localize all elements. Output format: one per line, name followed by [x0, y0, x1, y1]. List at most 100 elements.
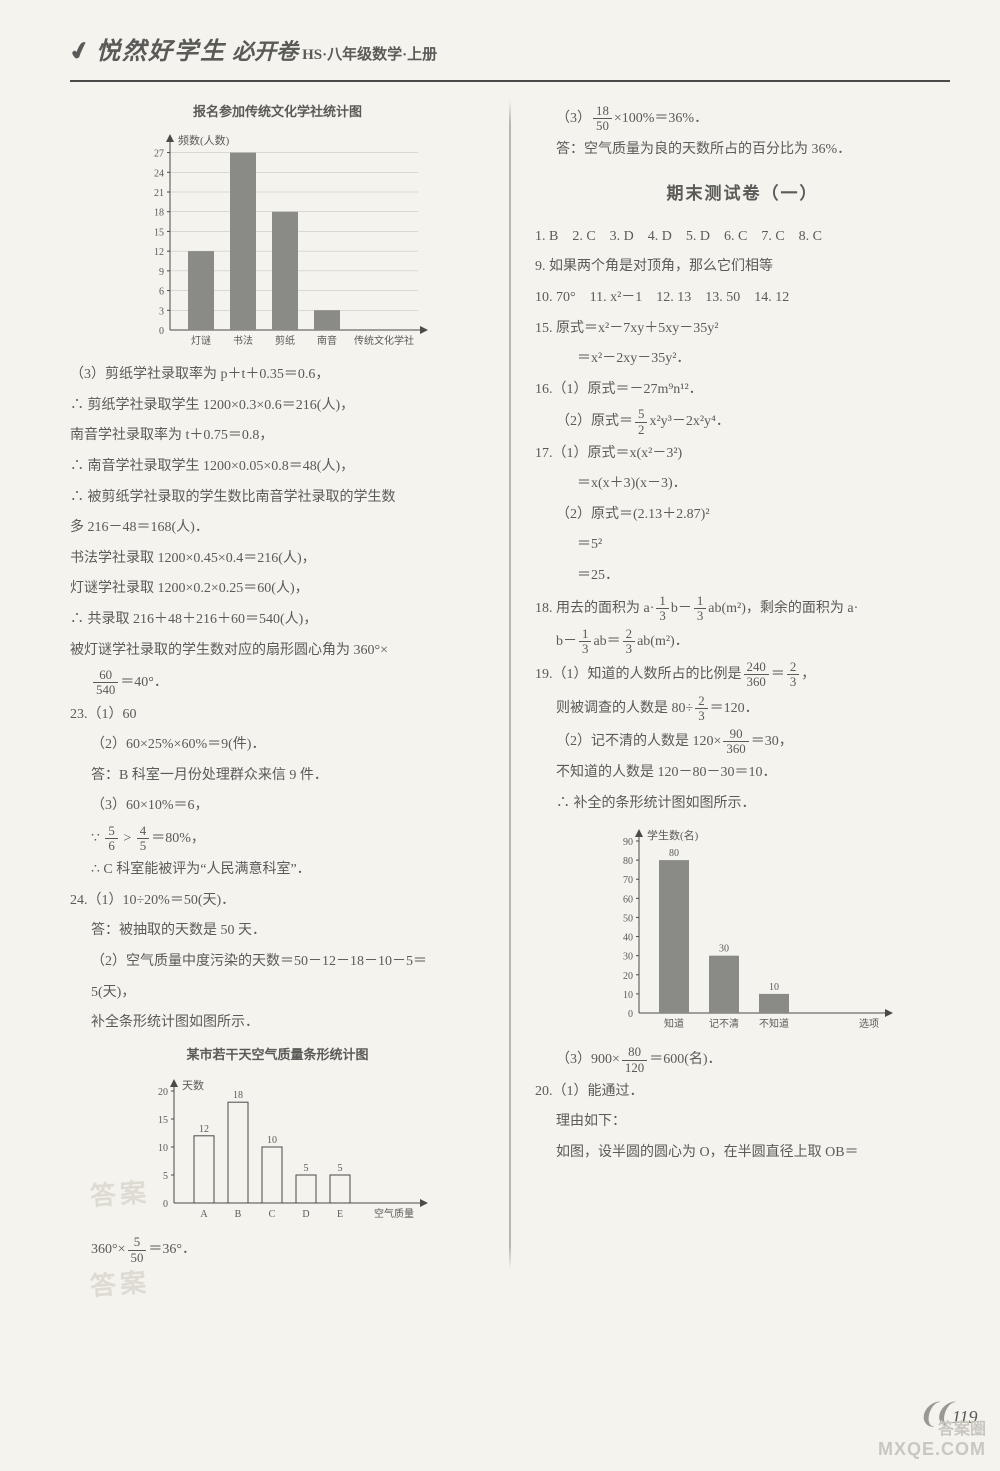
svg-text:12: 12 [154, 247, 164, 258]
svg-text:20: 20 [158, 1087, 168, 1098]
text: 如图，设半圆的圆心为 O，在半圆直径上取 OB＝ [535, 1140, 950, 1167]
text: 灯谜学社录取 1200×0.2×0.25＝60(人)， [70, 576, 485, 603]
svg-text:灯谜: 灯谜 [191, 335, 211, 347]
text: 南音学社录取率为 t＋0.75＝0.8， [70, 423, 485, 450]
text: （2）60×25%×60%＝9(件)． [70, 732, 485, 759]
fraction: 550 [128, 1235, 147, 1264]
svg-text:3: 3 [159, 307, 164, 318]
text: （2）原式＝52x²y³－2x²y⁴． [535, 407, 950, 436]
text: 60540＝40°． [70, 668, 485, 697]
text: ＝5² [535, 532, 950, 559]
fraction: 56 [105, 824, 117, 853]
svg-text:0: 0 [163, 1199, 168, 1210]
fraction: 45 [137, 824, 149, 853]
chart2-svg: 5101520天数012A18B10C5D5E空气质量 [128, 1071, 428, 1231]
text: ∴ 被剪纸学社录取的学生数比南音学社录取的学生数 [70, 485, 485, 512]
text: ＝x²－2xy－35y²． [535, 346, 950, 373]
svg-text:5: 5 [337, 1163, 342, 1174]
svg-text:传统文化学社: 传统文化学社 [354, 334, 414, 347]
svg-text:空气质量: 空气质量 [374, 1207, 414, 1220]
text: 书法学社录取 1200×0.45×0.4＝216(人)， [70, 546, 485, 573]
fraction: 23 [623, 627, 635, 656]
content-columns: 报名参加传统文化学社统计图 369121518212427频数(人数)0灯谜书法… [70, 100, 950, 1269]
text: 答：B 科室一月份处理群众来信 9 件． [70, 763, 485, 790]
svg-text:9: 9 [159, 267, 164, 278]
fraction: 90360 [723, 727, 748, 756]
svg-text:60: 60 [623, 895, 633, 906]
svg-text:30: 30 [623, 952, 633, 963]
svg-text:24: 24 [154, 169, 164, 180]
text: （3）60×10%＝6， [70, 793, 485, 820]
chart2-title: 某市若干天空气质量条形统计图 [70, 1043, 485, 1068]
text: ∴ 共录取 216＋48＋216＋60＝540(人)， [70, 607, 485, 634]
svg-text:选项: 选项 [859, 1017, 879, 1030]
svg-text:70: 70 [623, 876, 633, 887]
text: 18. 用去的面积为 a·13b－13ab(m²)，剩余的面积为 a· [535, 594, 950, 623]
svg-text:27: 27 [154, 149, 164, 160]
text: 16.（1）原式＝－27m⁹n¹²． [535, 377, 950, 404]
brand-icon: ✔ [64, 28, 95, 77]
text: 20.（1）能通过． [535, 1079, 950, 1106]
svg-text:21: 21 [154, 188, 164, 199]
fraction: 13 [656, 594, 668, 623]
answers-line: 1. B 2. C 3. D 4. D 5. D 6. C 7. C 8. C [535, 224, 950, 251]
brand-meta: HS·八年级数学·上册 [302, 41, 437, 70]
svg-text:10: 10 [158, 1143, 168, 1154]
fraction: 52 [635, 407, 647, 436]
text: 理由如下： [535, 1109, 950, 1136]
text: 19.（1）知道的人数所占的比例是240360＝23， [535, 660, 950, 689]
q24: 24.（1）10÷20%＝50(天)． [70, 888, 485, 915]
text: 答：被抽取的天数是 50 天． [70, 918, 485, 945]
text: 10. 70° 11. x²－1 12. 13 13. 50 14. 12 [535, 285, 950, 312]
brand-subtitle: 必开卷 [232, 31, 298, 73]
svg-text:B: B [234, 1209, 241, 1220]
svg-text:10: 10 [623, 990, 633, 1001]
svg-text:5: 5 [163, 1171, 168, 1182]
fraction: 60540 [93, 668, 118, 697]
text: ∴ 补全的条形统计图如图所示． [535, 791, 950, 818]
text: 5(天)， [70, 980, 485, 1007]
q23: 23.（1）60 [70, 702, 485, 729]
svg-text:剪纸: 剪纸 [275, 334, 295, 347]
text: ＝x(x＋3)(x－3)． [535, 471, 950, 498]
text: 多 216－48＝168(人)． [70, 515, 485, 542]
svg-text:知道: 知道 [664, 1017, 684, 1030]
text: （2）记不清的人数是 120×90360＝30， [535, 727, 950, 756]
svg-text:10: 10 [267, 1135, 277, 1146]
chart1-svg: 369121518212427频数(人数)0灯谜书法剪纸南音传统文化学社 [128, 128, 428, 358]
svg-text:0: 0 [628, 1009, 633, 1020]
fraction: 13 [694, 594, 706, 623]
svg-text:80: 80 [669, 849, 679, 860]
svg-text:40: 40 [623, 933, 633, 944]
text: ∴ 南音学社录取学生 1200×0.05×0.8＝48(人)， [70, 454, 485, 481]
right-column: （3）1850×100%＝36%． 答：空气质量为良的天数所占的百分比为 36%… [535, 100, 950, 1269]
svg-text:90: 90 [623, 837, 633, 848]
text: b－13ab＝23ab(m²)． [535, 627, 950, 656]
svg-text:南音: 南音 [317, 334, 337, 347]
page-header: ✔ 悦然好学生 必开卷 HS·八年级数学·上册 [70, 30, 950, 82]
svg-text:频数(人数): 频数(人数) [178, 133, 230, 147]
svg-text:50: 50 [623, 914, 633, 925]
text: （3）1850×100%＝36%． [535, 104, 950, 133]
text: （3）剪纸学社录取率为 p＋t＋0.35＝0.6， [70, 362, 485, 389]
svg-text:A: A [200, 1209, 208, 1220]
chart1-title: 报名参加传统文化学社统计图 [70, 100, 485, 125]
text: 补全条形统计图如图所示． [70, 1010, 485, 1037]
svg-text:12: 12 [199, 1124, 209, 1135]
text: （2）原式＝(2.13＋2.87)² [535, 502, 950, 529]
svg-text:学生数(名): 学生数(名) [647, 828, 699, 842]
text: ＝25． [535, 563, 950, 590]
fraction: 13 [579, 627, 591, 656]
svg-text:书法: 书法 [233, 334, 253, 347]
svg-text:18: 18 [233, 1091, 243, 1102]
svg-text:80: 80 [623, 857, 633, 868]
svg-text:不知道: 不知道 [759, 1017, 789, 1030]
fraction: 23 [787, 660, 799, 689]
text: 360°×550＝36°． [70, 1235, 485, 1264]
svg-text:天数: 天数 [182, 1079, 204, 1092]
text: （3）900×80120＝600(名)． [535, 1045, 950, 1074]
brand-title: 悦然好学生 [96, 30, 226, 76]
exam-title: 期末测试卷（一） [535, 178, 950, 210]
fraction: 1850 [593, 104, 612, 133]
watermark: 答案圈 MXQE.COM [878, 1420, 986, 1461]
